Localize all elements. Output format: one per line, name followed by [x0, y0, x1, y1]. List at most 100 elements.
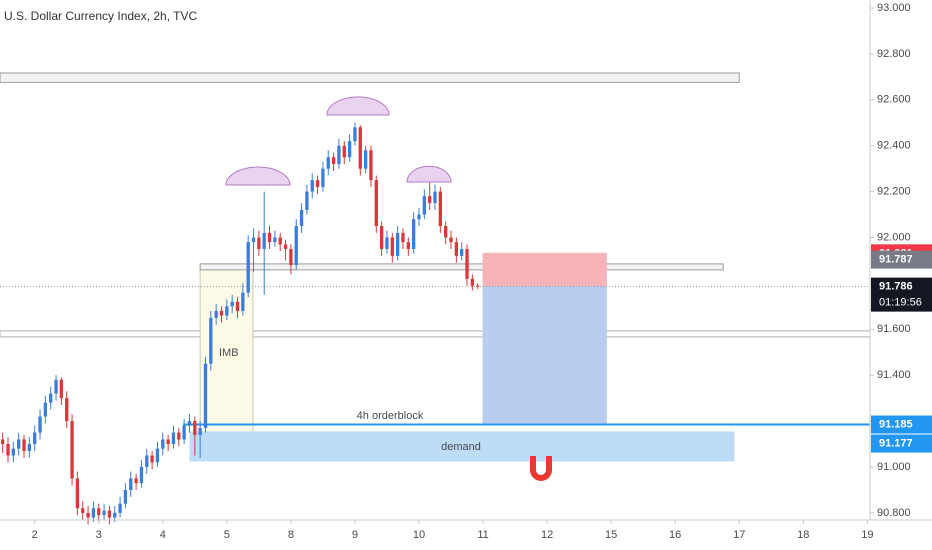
y-tick-label: 92.000 [877, 231, 911, 243]
annotation: IMB [219, 347, 239, 359]
candle-body [422, 196, 426, 215]
candle-body [374, 180, 378, 227]
candle-body [214, 310, 218, 318]
annotation: demand [441, 441, 481, 453]
candle-body [278, 237, 282, 245]
candle-body [342, 145, 346, 158]
y-tick-label: 91.000 [877, 461, 911, 473]
candle-body [129, 478, 133, 490]
candle-body [476, 285, 480, 287]
candle-body [460, 248, 464, 256]
price-label: 91.185 [879, 418, 913, 430]
candle-body [102, 510, 106, 516]
candle-body [347, 141, 352, 158]
candle-body [385, 237, 389, 249]
candle-body [70, 421, 74, 479]
candle-body [97, 508, 101, 516]
candle-body [321, 168, 325, 188]
chart-title: U.S. Dollar Currency Index, 2h, TVC [4, 9, 198, 23]
candle-body [6, 444, 10, 456]
x-tick-label: 12 [541, 529, 553, 541]
candle-body [379, 226, 384, 249]
shoulder-arc [225, 166, 291, 186]
candle-body [59, 379, 64, 399]
candle-body [107, 510, 112, 518]
candle-body [417, 214, 421, 220]
magnet-icon [530, 456, 552, 481]
candle-body [11, 448, 15, 456]
candle-body [203, 363, 208, 428]
y-tick-label: 92.200 [877, 186, 911, 198]
zone [189, 431, 735, 462]
x-tick-label: 11 [477, 529, 488, 541]
candle-body [273, 237, 277, 243]
candle-body [433, 191, 437, 204]
candle-body [187, 421, 192, 426]
candle-body [219, 310, 224, 316]
candle-body [118, 503, 122, 513]
candle-body [257, 237, 261, 249]
candle-body [150, 455, 154, 463]
candle-body [235, 301, 240, 311]
candle-body [182, 425, 186, 440]
candle-body [438, 191, 442, 227]
zone [199, 263, 724, 271]
x-tick-label: 2 [32, 529, 38, 541]
candle-body [166, 439, 170, 445]
shoulder-arc [406, 165, 452, 183]
candle-body [267, 232, 272, 243]
candle-body [358, 127, 362, 169]
candle-body [470, 278, 475, 286]
candle-body [209, 317, 213, 364]
candle-body [113, 512, 117, 518]
candle-body [395, 232, 400, 256]
candle-body [246, 242, 250, 293]
candle-body [86, 512, 90, 518]
candle-body [315, 180, 320, 188]
zone [482, 286, 607, 426]
price-label-box [871, 277, 932, 312]
y-tick-label: 92.600 [877, 94, 911, 106]
plot [0, 122, 870, 525]
zone [0, 72, 740, 83]
x-tick-label: 9 [352, 529, 358, 541]
candle-body [363, 150, 368, 169]
zones [0, 72, 871, 462]
candle-body [91, 508, 96, 518]
candle-body [27, 444, 32, 451]
candle-body [331, 157, 336, 165]
candle-body [225, 306, 229, 316]
candle-body [75, 478, 80, 509]
y-tick-label: 93.000 [877, 2, 911, 14]
candle-body [299, 209, 304, 227]
candle-body [33, 432, 37, 445]
candle-body [444, 226, 448, 238]
candle-body [177, 432, 181, 440]
candle-body [294, 226, 298, 266]
x-tick-label: 15 [605, 529, 617, 541]
y-tick-label: 91.400 [877, 369, 911, 381]
candle-body [123, 489, 128, 504]
candle-body [17, 439, 21, 449]
candle-body [251, 237, 256, 243]
candle-body [49, 393, 53, 403]
candle-body [155, 448, 160, 463]
price-label: 91.177 [879, 437, 913, 449]
x-tick-label: 4 [160, 529, 166, 541]
x-tick-label: 8 [288, 529, 294, 541]
candle-body [390, 237, 394, 256]
candle-body [145, 455, 149, 467]
candle-body [283, 244, 288, 249]
candle-body [401, 232, 405, 243]
price-label-box [871, 434, 932, 453]
candle-body [81, 508, 85, 513]
candle-body [193, 421, 197, 435]
y-tick-label: 92.800 [877, 48, 911, 60]
price-label-box [871, 415, 932, 434]
x-tick-label: 3 [96, 529, 102, 541]
candle-body [65, 398, 69, 422]
candle-body [22, 439, 26, 451]
candle-body [38, 416, 42, 433]
